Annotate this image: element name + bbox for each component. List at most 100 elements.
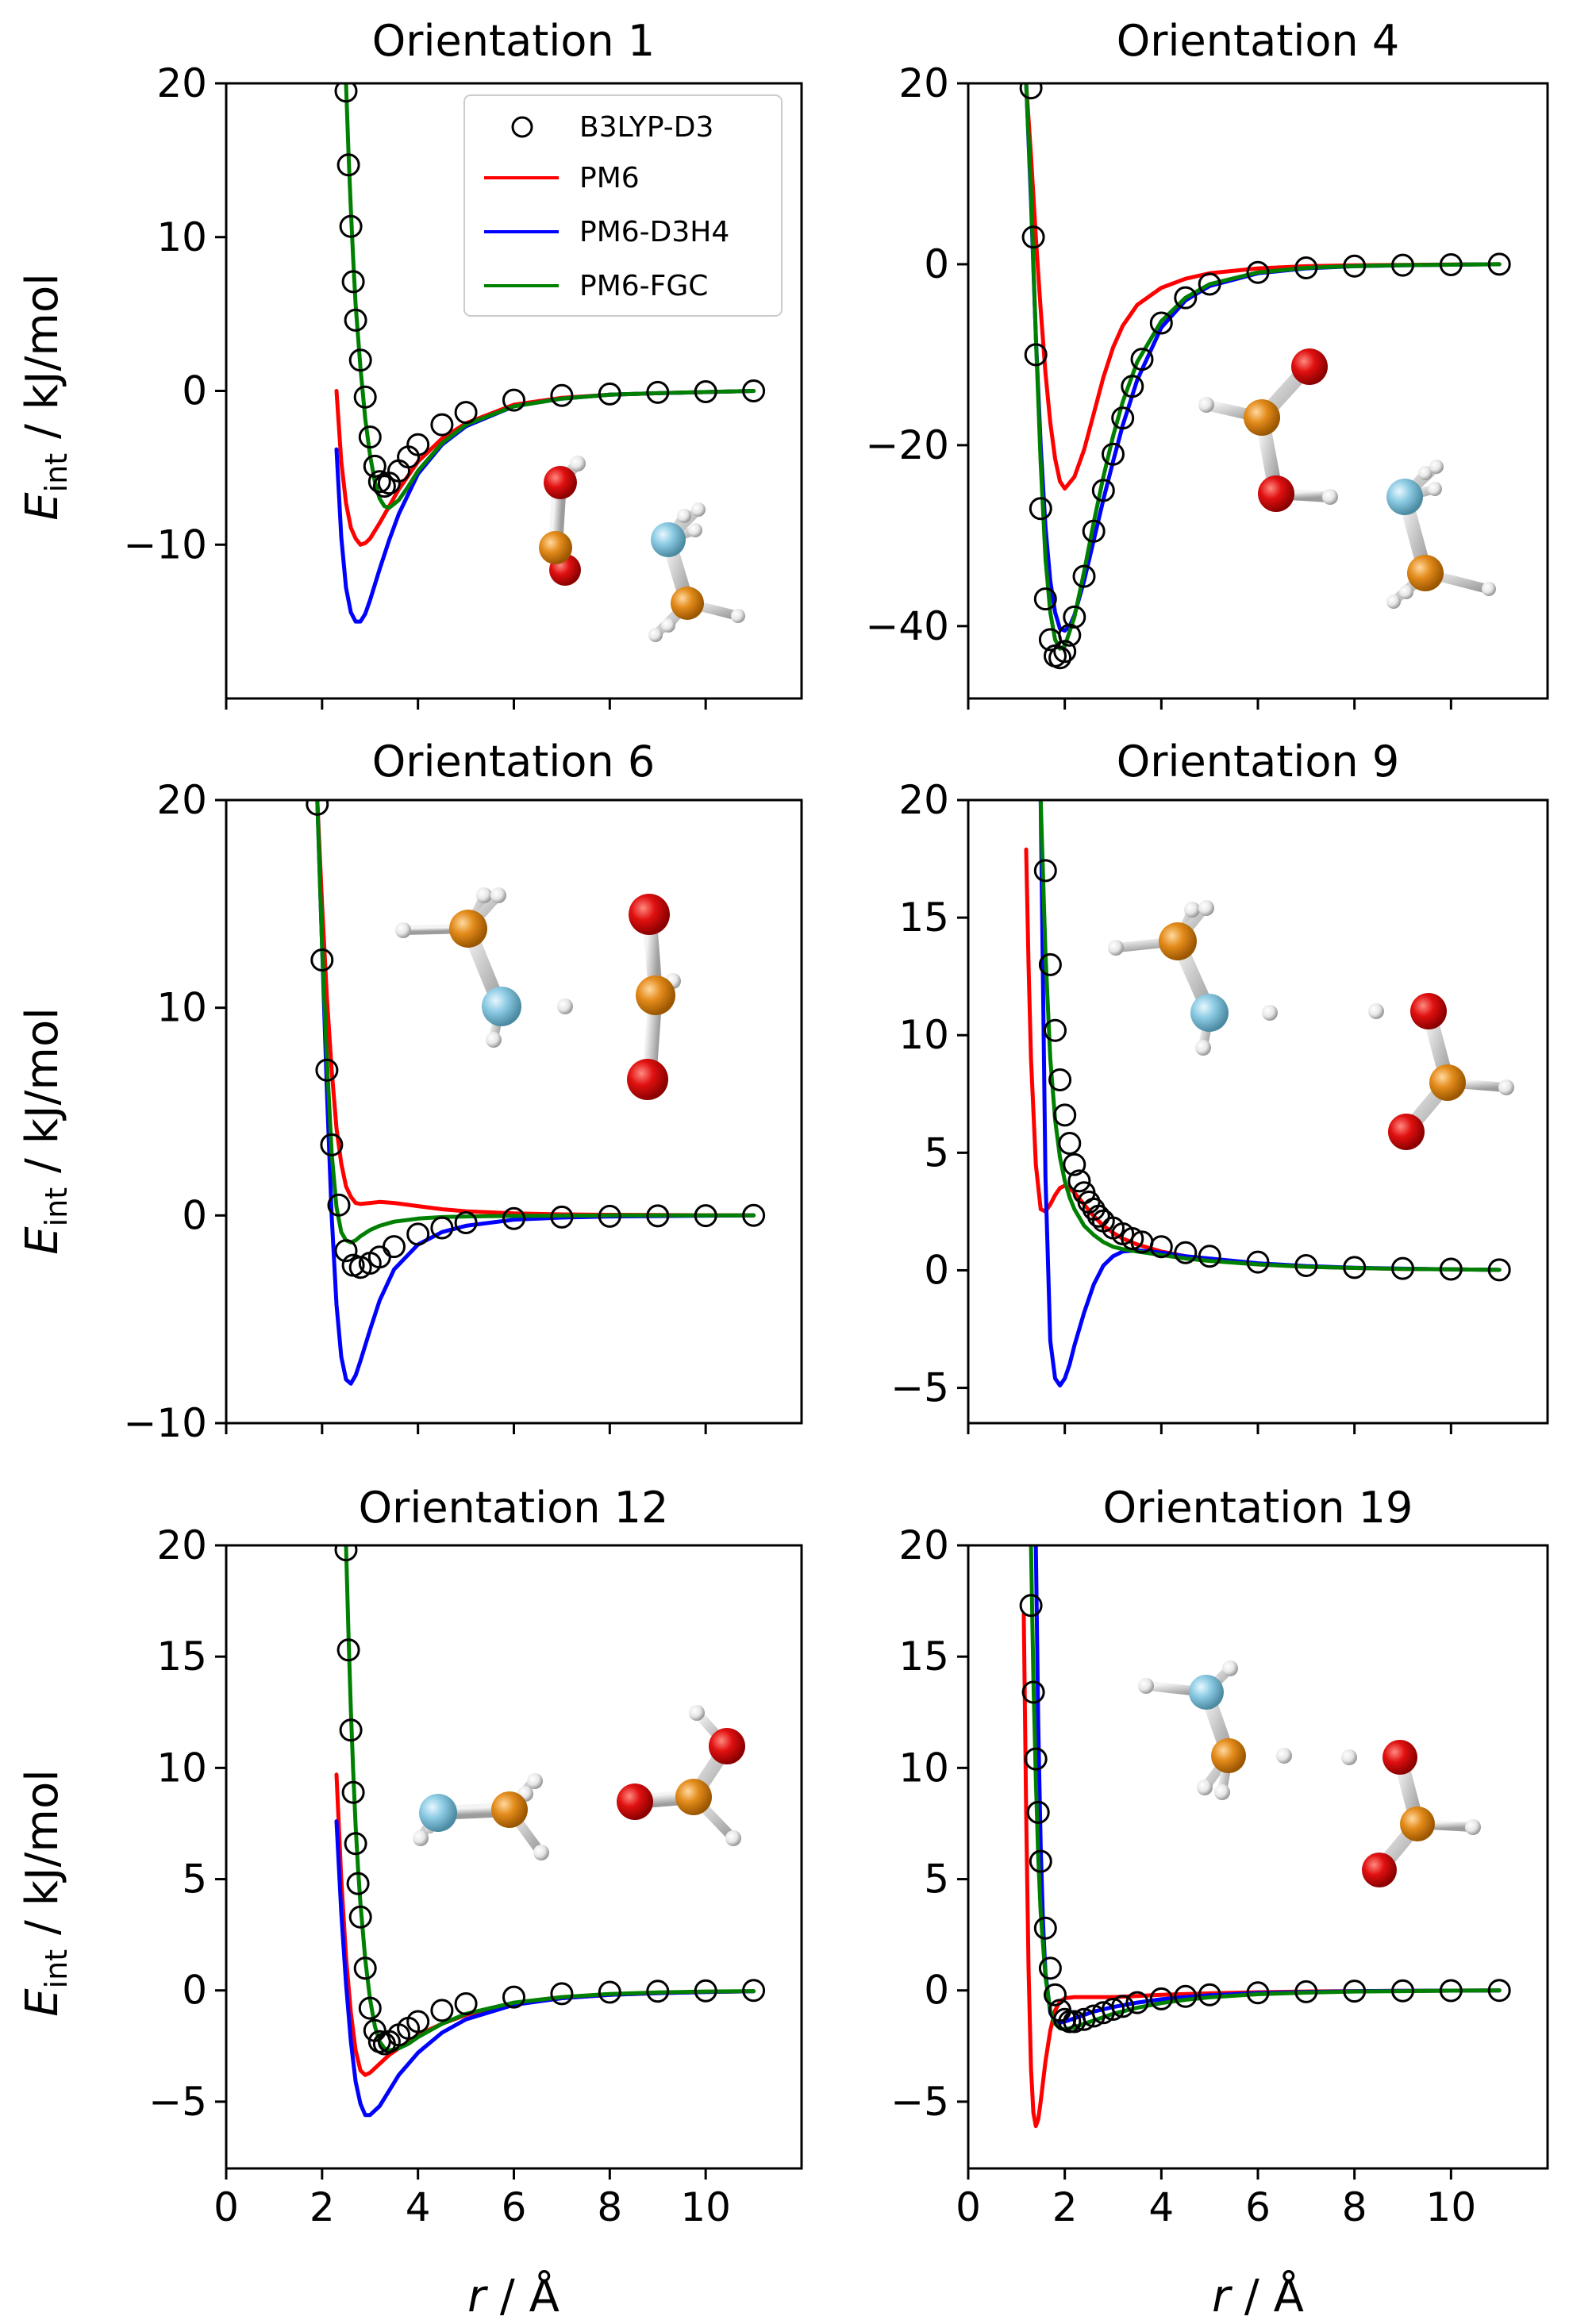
data-point-b3lyp-d3 (306, 800, 329, 816)
data-point-b3lyp-d3 (646, 1980, 670, 2003)
legend-label-pm6-d3h4: PM6-D3H4 (579, 216, 729, 248)
hydrogen-atom (570, 456, 586, 471)
y-tick-label: 5 (924, 1857, 949, 1903)
y-tick-label: −10 (123, 1400, 207, 1446)
y-tick-label: 0 (182, 1192, 207, 1238)
data-point-b3lyp-d3 (1044, 1018, 1067, 1042)
y-label-unit: / kJ/mol (17, 1769, 68, 1949)
hydrogen-atom (1428, 482, 1442, 496)
x-tick-label: 6 (1245, 2184, 1271, 2230)
data-point-b3lyp-d3 (1246, 260, 1270, 284)
hydrogen-atom (648, 628, 663, 642)
data-point-b3lyp-d3 (1294, 1254, 1318, 1277)
data-point-b3lyp-d3 (1174, 1241, 1198, 1264)
panel-3-title: Orientation 6 (372, 737, 655, 787)
molecule-orientation-19 (1138, 1660, 1481, 1887)
data-point-b3lyp-d3 (346, 1872, 370, 1895)
hydrogen-atom (1368, 1003, 1384, 1019)
data-point-b3lyp-d3 (315, 1058, 339, 1082)
data-point-b3lyp-d3 (1111, 1995, 1135, 2018)
plot-frame (967, 82, 1549, 700)
methylsilane-molecule (1108, 900, 1278, 1056)
data-point-b3lyp-d3 (430, 1999, 454, 2022)
data-point-b3lyp-d3 (336, 153, 360, 177)
svg-text:Eint / kJ/mol: Eint / kJ/mol (17, 1007, 74, 1255)
data-point-b3lyp-d3 (1058, 1132, 1082, 1155)
y-tick-label: −20 (865, 422, 949, 468)
data-point-b3lyp-d3 (550, 1205, 574, 1229)
data-point-b3lyp-d3 (454, 1992, 478, 2015)
y-label-subscript: int (39, 1187, 74, 1227)
data-point-b3lyp-d3 (1391, 1979, 1414, 2003)
data-point-b3lyp-d3 (646, 380, 670, 404)
x-label-unit: / Å (486, 2270, 560, 2322)
data-point-b3lyp-d3 (1198, 1245, 1221, 1268)
chart-orientation-6: −10 0 10 20 (123, 777, 803, 1446)
x-tick-label: 6 (502, 2184, 527, 2230)
legend-label-pm6-fgc: PM6-FGC (579, 270, 708, 302)
data-point-b3lyp-d3 (1058, 623, 1082, 647)
hydrogen-atom (476, 887, 492, 903)
data-point-b3lyp-d3 (598, 382, 621, 406)
data-point-b3lyp-d3 (363, 454, 386, 478)
x-label-symbol: r (467, 2271, 488, 2322)
plot-frame (967, 1544, 1549, 2170)
carbon-atom (449, 910, 487, 948)
formic-acid-molecule (1198, 348, 1338, 512)
y-label-unit: / kJ/mol (17, 1007, 68, 1187)
y-label-unit: / kJ/mol (17, 273, 68, 453)
plot-area (306, 800, 766, 1386)
data-point-b3lyp-d3 (1149, 1235, 1173, 1259)
x-tick-label: 4 (1148, 2184, 1174, 2230)
x-label-symbol: r (1212, 2271, 1233, 2322)
hydrogen-atom (527, 1773, 543, 1789)
hydrogen-atom (1262, 1005, 1278, 1021)
hydrogen-atom (1498, 1079, 1514, 1095)
silicon-atom (1189, 1675, 1224, 1710)
data-point-b3lyp-d3 (1063, 605, 1086, 629)
series-line-pm6-d3h4 (334, 1819, 756, 2118)
data-point-b3lyp-d3 (1246, 1981, 1270, 2005)
data-point-b3lyp-d3 (1149, 311, 1173, 335)
molecule-orientation-9 (1108, 900, 1514, 1150)
data-point-b3lyp-d3 (1125, 1991, 1149, 2014)
y-tick-label: −10 (123, 521, 207, 568)
data-point-b3lyp-d3 (454, 1211, 478, 1234)
hydrogen-atom (1465, 1819, 1481, 1835)
data-point-b3lyp-d3 (336, 1638, 360, 1662)
y-label-symbol: E (17, 1988, 68, 2017)
legend-frame (463, 94, 783, 317)
hydrogen-atom (725, 1830, 741, 1846)
data-point-b3lyp-d3 (694, 1204, 717, 1228)
formic-acid-molecule (617, 1705, 745, 1846)
y-tick-label: 10 (156, 214, 207, 260)
panel-6-title: Orientation 19 (1103, 1483, 1413, 1533)
oxygen-atom (617, 1783, 653, 1820)
carbon-atom (1400, 1806, 1435, 1841)
y-tick-label: 5 (924, 1129, 949, 1175)
hydrogen-atom (1322, 489, 1338, 505)
plot-frame (225, 1544, 803, 2170)
data-point-b3lyp-d3 (353, 385, 377, 409)
hydrogen-atom (661, 618, 675, 633)
data-point-b3lyp-d3 (334, 1239, 358, 1263)
x-tick-label: 0 (213, 2184, 239, 2230)
data-point-b3lyp-d3 (742, 1979, 766, 2003)
data-point-b3lyp-d3 (550, 383, 574, 407)
series-line-pm6-d3h4 (1033, 1545, 1502, 2025)
series-line-pm6-fgc (1029, 1545, 1502, 2032)
data-point-b3lyp-d3 (348, 348, 372, 372)
y-tick-label: 0 (924, 1968, 949, 2014)
y-tick-label: 10 (898, 1012, 949, 1058)
y-tick-label: 15 (156, 1633, 207, 1680)
data-point-b3lyp-d3 (1048, 1068, 1072, 1091)
hydrogen-atom (486, 1032, 502, 1048)
plot-area (1019, 1545, 1511, 2129)
hydrogen-atom (689, 1705, 705, 1721)
hydrogen-atom (1214, 1784, 1230, 1800)
methylsilane-molecule (395, 887, 573, 1048)
data-point-b3lyp-d3 (502, 1206, 525, 1230)
data-point-b3lyp-d3 (1024, 343, 1048, 367)
x-tick-label: 10 (680, 2184, 731, 2230)
panel-5-title: Orientation 12 (359, 1483, 669, 1533)
